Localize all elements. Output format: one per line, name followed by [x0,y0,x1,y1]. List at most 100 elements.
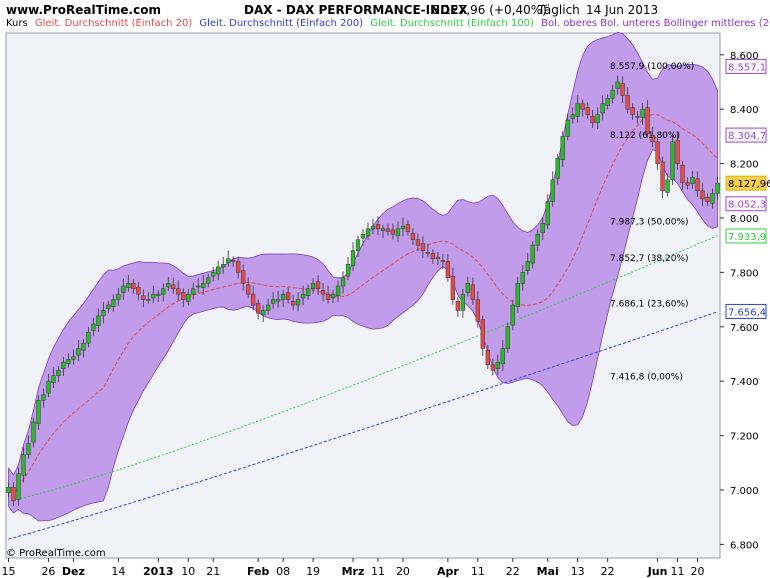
candle-body [111,299,116,307]
x-tick-label: Feb [247,565,270,578]
candle-body [86,331,91,344]
fib-level-label: 8.122 (61,80%) [610,131,680,141]
candle-body [116,293,121,300]
indicator-legend: Kurs Gleit. Durchschnitt (Einfach 20) Gl… [6,18,770,29]
candle-body [26,443,31,455]
candle-body [310,283,316,289]
x-tick-label: 11 [671,565,685,578]
legend-sma200[interactable]: Gleit. Durchschnitt (Einfach 200) [199,18,364,29]
candle-body [715,182,720,194]
legend-bollinger[interactable]: Bol. oberes Bol. unteres Bollinger mittl… [541,18,770,29]
candle-body [560,136,565,161]
sma20-line [8,113,718,495]
candle-body [575,103,580,117]
candle-body [400,225,406,230]
candle-body [455,300,461,311]
candle-body [335,285,341,297]
candle-body [550,179,555,202]
instrument-title: DAX - DAX PERFORMANCE-INDEX [244,3,468,17]
candle-body [246,284,251,295]
candle-body [665,179,670,193]
candle-body [11,487,16,502]
candle-body [710,193,715,204]
legend-sma20[interactable]: Gleit. Durchschnitt (Einfach 20) [34,18,193,29]
price-badge [725,175,767,191]
candle-body [405,224,411,232]
candle-body [675,139,680,164]
candle-body [425,251,431,254]
candle-body [56,370,61,376]
copyright: © ProRealTime.com [6,548,106,559]
candle-body [385,228,391,232]
candle-body [71,356,76,360]
x-tick-label: Mrz [342,565,365,578]
price-badge-label: 8.127,96 [728,179,770,190]
x-tick-label: 08 [276,565,290,578]
candle-body [640,108,645,118]
x-tick-label: 10 [181,565,195,578]
candle-body [255,303,261,314]
candle-body [670,141,675,181]
candle-body [31,421,36,443]
bollinger-band [8,31,718,522]
candle-body [315,281,321,289]
candle-body [41,394,46,401]
candle-body [136,286,141,295]
candle-body [295,299,301,306]
candle-body [590,115,595,124]
candle-body [370,225,376,230]
candle-body [480,319,485,349]
legend-sma100[interactable]: Gleit. Durchschnitt (Einfach 100) [370,18,534,29]
y-tick-label: 7.400 [730,377,759,388]
candle-body [36,399,41,424]
candle-body [390,229,396,235]
candle-body [635,115,640,118]
y-tick-label: 7.200 [730,432,759,443]
candle-body [600,103,605,114]
candle-body [260,310,266,316]
price-badge [725,196,767,212]
candle-body [6,487,11,493]
candle-body [21,454,26,476]
candle-body [565,119,570,137]
candle-body [46,380,51,394]
candle-body [66,359,71,365]
candle-body [76,348,81,356]
candle-body [191,288,196,295]
candle-body [460,293,466,311]
candle-body [51,375,56,384]
candle-body [350,250,356,267]
candle-body [580,103,585,110]
price-badge-label: 8.304,7 [728,131,766,142]
candle-body [610,89,615,99]
candle-body [520,272,525,284]
candle-body [495,361,500,369]
date-label: 14 Jun 2013 [586,3,659,17]
candle-body [151,293,156,299]
price-badge-label: 8.052,3 [728,200,766,211]
fib-level-label: 7.852,7 (38,20%) [610,254,689,264]
x-tick-label: 21 [206,565,220,578]
candle-body [625,95,630,110]
x-tick-label: 2013 [143,565,174,578]
candle-body [126,283,131,288]
candle-body [275,299,281,302]
price-badge [725,58,767,74]
candle-body [320,290,326,295]
candle-body [690,176,695,184]
y-tick-label: 8.600 [730,51,759,62]
x-tick-label: Mai [537,565,559,578]
candle-body [176,288,181,295]
fib-level-label: 8.557,9 (100,00%) [610,62,694,72]
candle-body [535,234,540,246]
candle-body [16,473,21,500]
candle-body [330,293,336,299]
candle-body [435,256,441,260]
x-tick-label: 22 [601,565,615,578]
candle-body [570,114,575,119]
period-label: Täglich [538,3,580,17]
candle-body [705,197,710,202]
candle-body [645,107,650,134]
candle-body [695,178,700,192]
